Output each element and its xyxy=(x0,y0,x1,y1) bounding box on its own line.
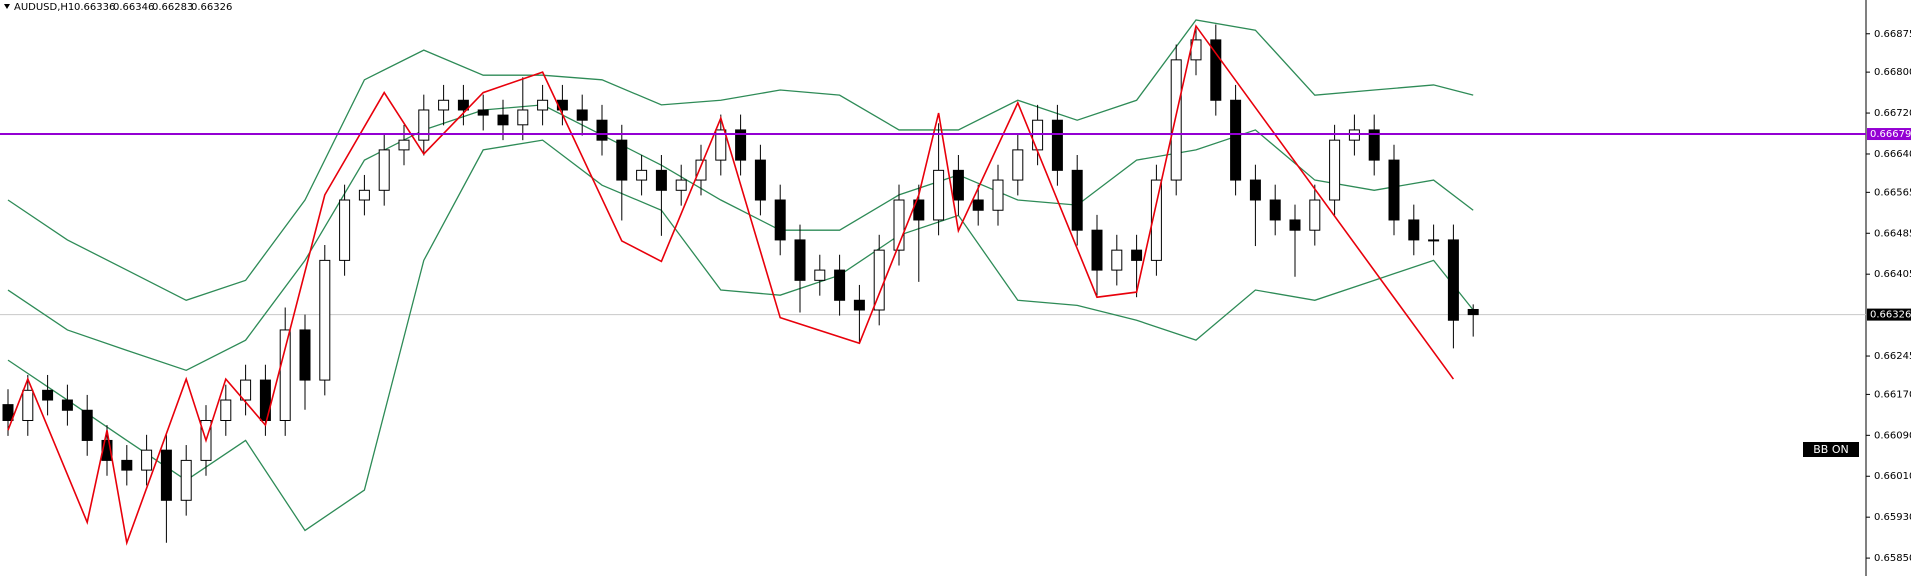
candle-body xyxy=(636,169,648,181)
y-tick-label: 0.66485 xyxy=(1874,228,1911,239)
candle-body xyxy=(81,409,93,441)
candle-body xyxy=(972,199,984,211)
candle-body xyxy=(774,199,786,241)
candle-body xyxy=(299,329,311,381)
candle-body xyxy=(1348,129,1360,141)
candle-body xyxy=(992,179,1004,211)
candle-body xyxy=(1329,139,1341,201)
candle-body xyxy=(754,159,766,201)
candle-body xyxy=(596,119,608,141)
candle-body xyxy=(438,99,450,111)
y-tick-label: 0.66565 xyxy=(1874,187,1911,198)
candle-body xyxy=(1447,239,1459,321)
candle-body xyxy=(537,99,549,111)
candle-body xyxy=(42,389,54,401)
candle-body xyxy=(675,179,687,191)
candle-body xyxy=(1408,219,1420,241)
candle-body xyxy=(220,399,232,421)
candle-body xyxy=(1428,239,1440,242)
candle-body xyxy=(735,129,747,161)
candle-body xyxy=(1210,39,1222,101)
level-label: 0.66679 xyxy=(1870,129,1911,140)
candle-body xyxy=(279,329,291,421)
y-tick-label: 0.66405 xyxy=(1874,269,1911,280)
candle-body xyxy=(834,269,846,301)
level-label-box xyxy=(1867,128,1911,141)
candle-body xyxy=(1269,199,1281,221)
candle-body xyxy=(1150,179,1162,261)
candle-body xyxy=(457,99,469,111)
candle-body xyxy=(1111,249,1123,271)
symbol-title: AUDUSD,H1 xyxy=(14,2,74,13)
candle-body xyxy=(1289,219,1301,231)
candle-body xyxy=(121,459,133,471)
candle-body xyxy=(378,149,390,191)
candle-body xyxy=(695,159,707,181)
candle-body xyxy=(1091,229,1103,271)
candle-body xyxy=(358,189,370,201)
candle-body xyxy=(1051,119,1063,171)
candle-body xyxy=(814,269,826,281)
current-price-box xyxy=(1867,308,1911,321)
candle-body xyxy=(1467,308,1479,316)
candle-body xyxy=(398,139,410,151)
candle-body xyxy=(1071,169,1083,231)
y-tick-label: 0.66875 xyxy=(1874,29,1911,40)
candle-body xyxy=(576,109,588,121)
candle-body xyxy=(259,379,271,421)
candle-body xyxy=(952,169,964,201)
candle-body xyxy=(794,239,806,281)
candle-body xyxy=(1368,129,1380,161)
candle-body xyxy=(240,379,252,401)
candle-body xyxy=(1012,149,1024,181)
header-open: 0.66336 xyxy=(74,2,115,13)
candle-body xyxy=(497,114,509,126)
candle-body xyxy=(418,109,430,141)
candle-body xyxy=(933,169,945,221)
current-price-label: 0.66326 xyxy=(1870,310,1911,321)
candle-body xyxy=(893,199,905,251)
candle-body xyxy=(1230,99,1242,181)
candle-body xyxy=(517,109,529,126)
candle-body xyxy=(1032,119,1044,151)
candle-body xyxy=(1170,59,1182,181)
badge-box xyxy=(1803,442,1859,457)
candle-body xyxy=(61,399,73,411)
candle-body xyxy=(1309,199,1321,231)
candle-body xyxy=(616,139,628,181)
candle-body xyxy=(1131,249,1143,261)
candle-body xyxy=(655,169,667,191)
header-low: 0.66283 xyxy=(152,2,193,13)
candle-body xyxy=(339,199,351,261)
header-close: 0.66326 xyxy=(191,2,232,13)
candle-body xyxy=(1249,179,1261,201)
symbol-caret[interactable] xyxy=(4,4,10,9)
candle-body xyxy=(160,449,172,501)
candle-body xyxy=(913,199,925,221)
header-high: 0.66346 xyxy=(113,2,154,13)
y-tick-label: 0.66245 xyxy=(1874,351,1911,362)
candle-body xyxy=(1388,159,1400,221)
bollinger-band xyxy=(7,19,1474,301)
bollinger-band xyxy=(7,139,1474,532)
candle-body xyxy=(2,404,14,421)
candle-body xyxy=(22,389,34,421)
candle-body xyxy=(180,459,192,501)
candle-body xyxy=(477,109,489,116)
badge-label: BB ON xyxy=(1813,443,1848,456)
candle-body xyxy=(853,299,865,311)
candle-body xyxy=(141,449,153,471)
zigzag-line xyxy=(7,24,1455,546)
candle-body xyxy=(319,259,331,381)
candle-body xyxy=(715,129,727,161)
